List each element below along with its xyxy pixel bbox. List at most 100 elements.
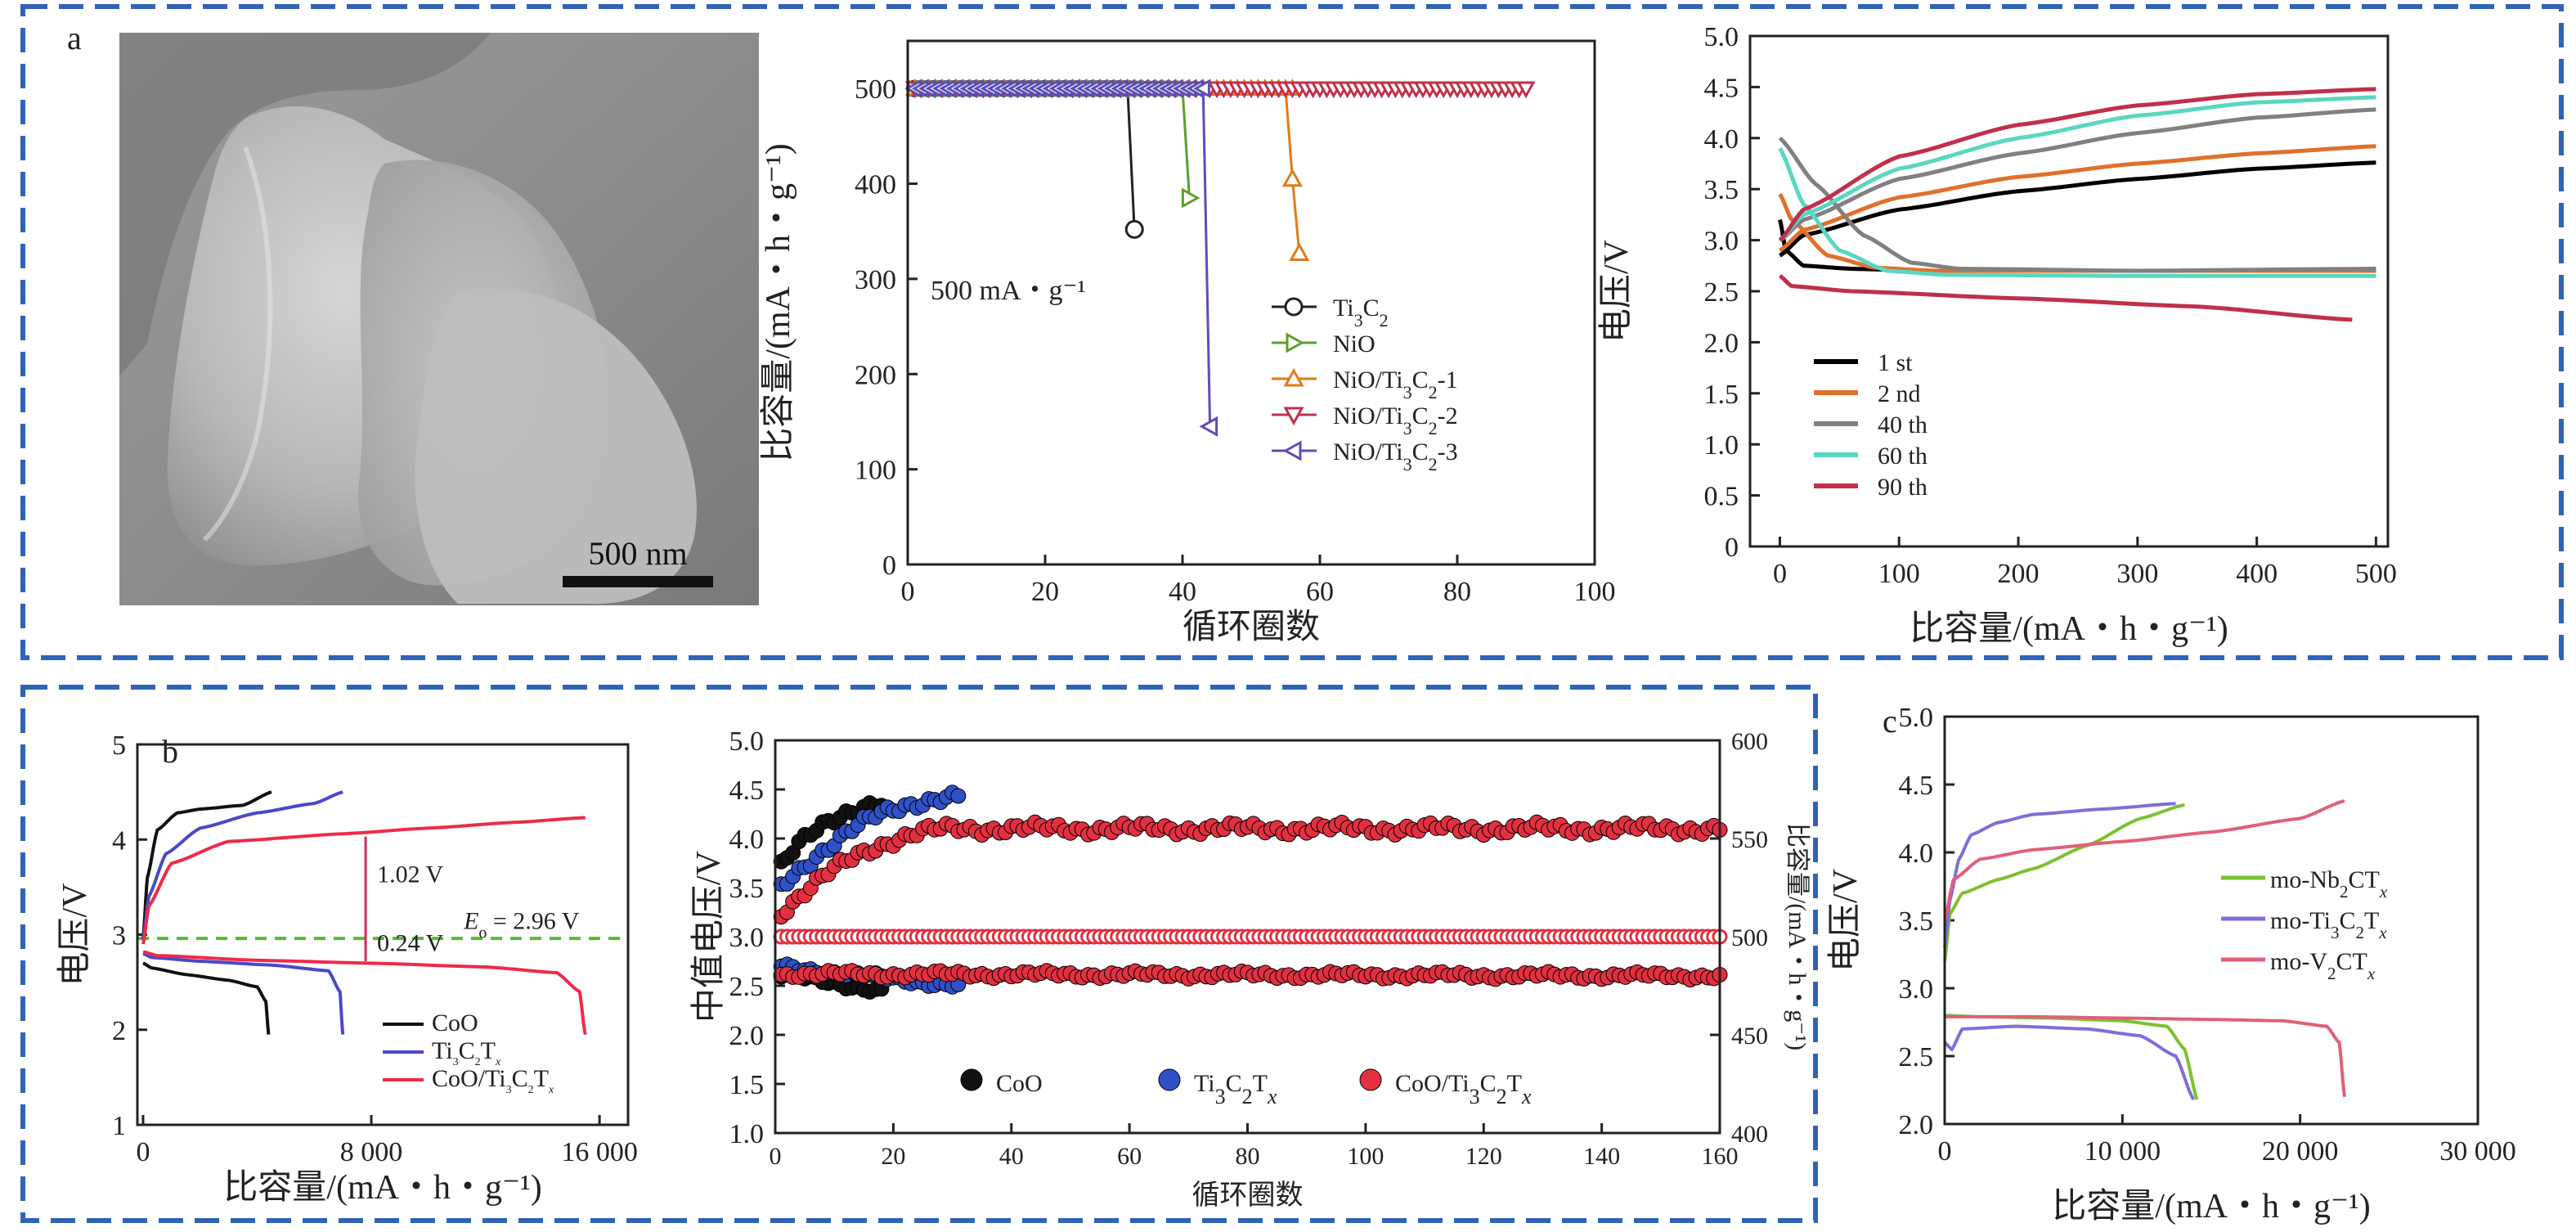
chart-b-voltage: 0 8 000 16 000 1 2 3 4 5 1.02 V 0.24 V Eo = 2.96 V… [56,731,638,1207]
b-charge-curve [141,790,343,940]
b-voltage-frame [136,743,630,1126]
cycling-legend-label-part: NiO [1333,330,1376,357]
b-median-xtick-label: 120 [1465,1143,1502,1170]
b-legend-label-part: x [548,1084,554,1096]
b-median-ytick-right-label: 550 [1731,826,1768,853]
cycling-legend-label-part: -1 [1438,366,1458,393]
median-legend-label: CoO [996,1070,1043,1097]
b-legend-label: CoO [432,1009,478,1036]
b-median-xtick-label: 40 [999,1143,1024,1170]
b-legend-label-part: Ti [432,1037,453,1064]
cycling-legend-label-part: C [1412,402,1429,429]
a-cycling-xtick-label: 100 [1574,577,1616,607]
c-voltage-ytick-label: 2.0 [1899,1110,1934,1140]
c-legend-label-part: T [2353,948,2367,975]
b-voltage-ytick-label: 4 [112,825,126,856]
median-legend-label-part: C [1226,1070,1242,1097]
b-gap-label-bottom: 0.24 V [377,929,443,956]
b-voltage-xtick-label: 8 000 [340,1137,403,1167]
cycling-legend-label: NiO/Ti3C2-1 [1333,366,1458,402]
c-legend-label-part: mo-V [2270,948,2327,975]
b-legend-label-part: C [459,1037,475,1064]
median-legend-label-part: 3 [1215,1085,1226,1108]
cycling-end-marker [1181,187,1200,209]
a-voltage-xtick-label: 500 [2355,559,2397,589]
sem-scale-label: 500 nm [588,535,687,572]
median-legend-label-part: x [1521,1085,1532,1108]
voltage-discharge-curve [1778,147,2376,278]
cycling-legend-marker [1283,367,1304,387]
c-voltage-xtick-label: 0 [1938,1136,1952,1167]
c-voltage-ytick-label: 2.5 [1899,1042,1934,1072]
median-legend-marker [960,1068,983,1091]
panel-c-label: c [1883,703,1897,740]
cycling-marker [1516,81,1536,99]
b-median-xtick-label: 160 [1702,1143,1739,1170]
b-median-ytick-label: 1.0 [729,1119,765,1149]
c-voltage-xlabel: 比容量/(mA・h・g⁻¹) [2052,1187,2370,1225]
median-legend-label-part: 2 [1497,1085,1507,1108]
cycling-legend-label-part: Ti [1333,295,1354,321]
c-charge-curve [1943,802,2176,948]
median-legend-label-part: T [1507,1070,1522,1097]
median-legend-label-part: x [1267,1085,1277,1108]
b-charge-curve [141,816,586,945]
panel-b-frame [20,685,1818,1223]
c-legend-label-part: x [2378,923,2387,942]
c-legend-label-part: T [2364,907,2379,934]
b-eq-label: Eo = 2.96 V [463,908,580,942]
voltage-ylabel: 电压/V [1598,240,1636,343]
cycling-legend-label-part: 3 [1354,310,1363,330]
a-voltage-ytick-label: 2.5 [1704,277,1739,308]
voltage-legend-label: 90 th [1878,474,1928,501]
b-voltage-ytick-label: 1 [112,1111,126,1141]
b-discharge-curve [142,951,345,1035]
a-cycling-ytick-label: 100 [855,456,896,486]
b-eq-sub: o [478,924,487,942]
cycling-legend-label-part: NiO/Ti [1333,438,1403,465]
cycling-end-marker [1281,168,1303,187]
voltage-legend-label: 40 th [1878,411,1928,438]
median-legend-label: CoO/Ti3C2Tx [1395,1070,1532,1108]
c-voltage-ytick-label: 4.0 [1899,839,1934,869]
median-legend-label-part: T [1253,1070,1268,1097]
cycling-marker [1193,79,1210,98]
a-cycling-ytick-label: 200 [855,360,896,390]
chart-a-cycling: 0 20 40 60 80 100 0 100 200 300 400 500 500 mA・g⁻¹ Ti… [759,39,1616,646]
c-legend-label: mo-V2CTx [2270,948,2376,983]
b-legend-label-part: 3 [453,1056,459,1068]
cycling-legend-label-part: -2 [1438,402,1458,429]
b-median-ytick-right-label: 450 [1731,1023,1768,1050]
cycling-series-line [914,87,1191,199]
b-legend-label: CoO/Ti3C2Tx [432,1065,554,1096]
a-voltage-ytick-label: 0.5 [1704,482,1739,512]
cycling-legend-marker [1284,297,1304,317]
voltage-charge-curve [1779,160,2376,258]
cycling-legend-label-part: 2 [1429,382,1438,402]
cycling-legend-label: NiO/Ti3C2-2 [1333,402,1458,438]
sem-flake-front [415,289,697,605]
b-median-ytick-label: 2.5 [729,972,765,1002]
cycling-legend-label-part: 3 [1403,454,1412,474]
voltage-legend-label: 2 nd [1878,380,1921,407]
b-median-ytick-label: 2.0 [729,1021,765,1051]
b-median-xtick-label: 100 [1347,1143,1384,1170]
cycling-legend-label-part: C [1363,295,1380,321]
b-legend-label-part: CoO/Ti [432,1065,506,1092]
b-voltage-xtick-label: 16 000 [561,1137,638,1167]
b-median-ytick-label: 3.0 [729,923,765,953]
cycling-legend-label-part: 3 [1403,418,1412,438]
voltage-charge-curve [1778,87,2376,242]
cycling-legend-label-part: C [1412,366,1429,393]
cycling-legend-marker [1282,440,1302,461]
c-voltage-xtick-label: 20 000 [2262,1136,2339,1167]
cycling-end-marker [1289,242,1310,261]
median-legend-label-part: CoO/Ti [1395,1070,1470,1097]
panel-b-label: b [162,733,178,770]
panel-a-frame [20,4,2564,660]
b-median-ytick-label: 4.0 [729,825,765,855]
a-cycling-ytick-label: 400 [855,170,896,200]
voltage-legend-label: 1 st [1878,349,1913,376]
cycling-legend-label-part: 2 [1380,310,1389,330]
sem-ridge [202,146,273,542]
